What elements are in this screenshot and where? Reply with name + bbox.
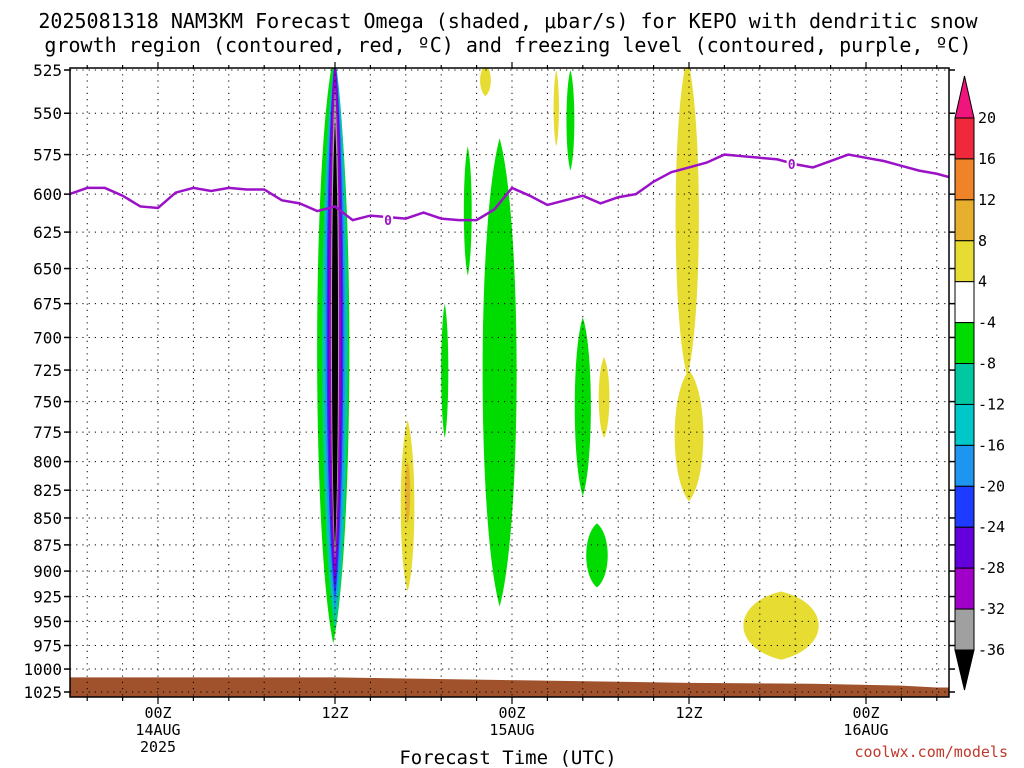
- colorbar-label: 20: [978, 109, 996, 127]
- omega-shading: [317, 68, 819, 660]
- colorbar-label: -20: [978, 477, 1005, 495]
- colorbar-bin-5: [954, 322, 975, 365]
- y-tick-label: 600: [33, 185, 62, 204]
- x-tick-label-3-0: 12Z: [675, 704, 702, 722]
- colorbar-bin-9: [954, 485, 975, 528]
- y-tick-label: 825: [33, 481, 62, 500]
- ground-surface: [70, 677, 949, 697]
- omega-region-11: [492, 254, 514, 351]
- freezing-level-line: [70, 153, 949, 222]
- y-tick-label: 875: [33, 536, 62, 555]
- x-tick-label-1-0: 12Z: [321, 704, 348, 722]
- x-tick-label-0-0: 00Z: [144, 704, 171, 722]
- chart-title-line2: growth region (contoured, red, ºC) and f…: [44, 33, 971, 57]
- freezing-level: 00: [70, 153, 949, 229]
- colorbar-label: -8: [978, 355, 996, 373]
- x-tick-label-2-0: 00Z: [498, 704, 525, 722]
- colorbar-label: -4: [978, 314, 996, 332]
- colorbar-bin-3: [954, 240, 975, 283]
- y-tick-label: 850: [33, 509, 62, 528]
- freezing-label-bg-0: [383, 212, 394, 228]
- y-tick-label: 975: [33, 637, 62, 656]
- colorbar: 20 16 12 8 4 -4 -8 -12 -16 -20 -24 -28 -32 -36: [954, 75, 1005, 691]
- y-tick-label: 950: [33, 612, 62, 631]
- x-tick-label-0-2: 2025: [140, 738, 176, 756]
- y-tick-label: 900: [33, 562, 62, 581]
- y-tick-label: 750: [33, 393, 62, 412]
- y-tick-label: 775: [33, 423, 62, 442]
- colorbar-label: -24: [978, 518, 1005, 536]
- y-tick-label: 650: [33, 260, 62, 279]
- x-tick-label-4-1: 16AUG: [843, 721, 888, 739]
- grid-lines: [70, 68, 949, 697]
- chart-title-line1: 2025081318 NAM3KM Forecast Omega (shaded…: [38, 9, 978, 33]
- colorbar-bin-8: [954, 444, 975, 487]
- x-axis-label: Forecast Time (UTC): [399, 747, 616, 768]
- colorbar-bottom-arrow: [954, 649, 975, 691]
- omega-region-20: [675, 68, 699, 377]
- omega-region-16: [404, 461, 411, 524]
- credit-text: coolwx.com/models: [854, 743, 1008, 761]
- omega-region-9: [441, 303, 449, 439]
- freezing-level-label: 0: [384, 214, 392, 229]
- omega-region-19: [598, 357, 610, 439]
- colorbar-label: 8: [978, 232, 987, 250]
- omega-region-18: [553, 70, 559, 147]
- colorbar-label: -28: [978, 559, 1005, 577]
- y-axis: 525 550 575 600 625 650 675 700 725 750 775 800 825 8…: [23, 61, 955, 702]
- colorbar-bin-10: [954, 526, 975, 569]
- omega-region-8: [463, 146, 472, 276]
- colorbar-label: 16: [978, 150, 996, 168]
- colorbar-bin-11: [954, 567, 975, 610]
- colorbar-bin-4: [954, 281, 975, 324]
- y-tick-label: 1025: [23, 683, 62, 702]
- plot-frame: [69, 67, 950, 698]
- omega-region-12: [566, 70, 575, 171]
- x-tick-label-0-1: 14AUG: [135, 721, 180, 739]
- y-tick-label: 725: [33, 361, 62, 380]
- colorbar-bin-0: [954, 117, 975, 160]
- omega-region-17: [480, 68, 491, 97]
- y-tick-label: 925: [33, 588, 62, 607]
- y-tick-label: 675: [33, 295, 62, 314]
- omega-region-22: [743, 591, 819, 660]
- y-tick-label: 625: [33, 223, 62, 242]
- omega-region-21: [674, 370, 704, 502]
- colorbar-bin-6: [954, 363, 975, 405]
- colorbar-bin-1: [954, 158, 975, 201]
- freezing-level-label: 0: [788, 158, 796, 173]
- y-tick-label: 575: [33, 146, 62, 165]
- y-tick-label: 525: [33, 61, 62, 80]
- ground-fill: [70, 677, 949, 697]
- omega-region-13: [574, 317, 591, 496]
- x-tick-label-4-0: 00Z: [852, 704, 879, 722]
- colorbar-bin-2: [954, 199, 975, 242]
- y-tick-label: 1000: [23, 660, 62, 679]
- omega-region-14: [586, 523, 608, 588]
- y-tick-label: 700: [33, 328, 62, 347]
- freezing-label-bg-1: [786, 156, 797, 172]
- colorbar-label: 4: [978, 273, 987, 291]
- colorbar-label: -16: [978, 436, 1005, 454]
- colorbar-label: -36: [978, 641, 1005, 659]
- colorbar-top-arrow: [954, 75, 975, 119]
- colorbar-bin-7: [954, 403, 975, 446]
- omega-region-10: [482, 138, 517, 607]
- colorbar-bin-12: [954, 608, 975, 651]
- colorbar-label: 12: [978, 191, 996, 209]
- y-tick-label: 550: [33, 104, 62, 123]
- y-tick-label: 800: [33, 453, 62, 472]
- x-tick-label-2-1: 15AUG: [489, 721, 534, 739]
- colorbar-label: -32: [978, 600, 1005, 618]
- colorbar-label: -12: [978, 395, 1005, 413]
